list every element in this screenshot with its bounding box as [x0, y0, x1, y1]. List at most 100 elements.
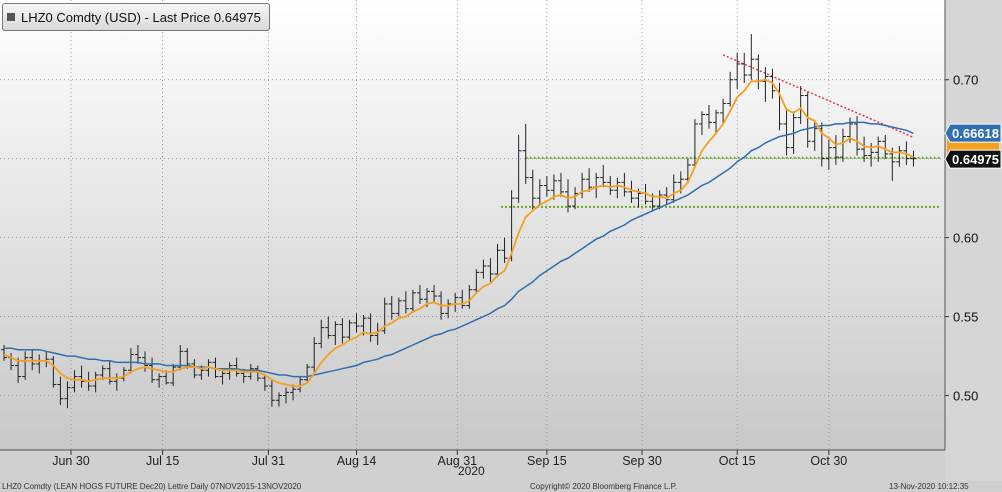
ohlc-bar	[318, 319, 325, 349]
ohlc-bar	[353, 313, 360, 333]
ohlc-bar	[663, 187, 670, 205]
ohlc-bar	[71, 370, 78, 393]
ohlc-bars	[1, 33, 917, 409]
footer-copyright: Copyright© 2020 Bloomberg Finance L.P.	[530, 482, 678, 491]
y-tick-label: 0.70	[953, 73, 978, 88]
ohlc-bar	[191, 359, 198, 379]
ohlc-bar	[501, 237, 508, 263]
ohlc-bar	[515, 135, 522, 203]
ohlc-bar	[614, 177, 621, 199]
ohlc-bar	[395, 297, 402, 317]
ohlc-bar	[741, 52, 748, 83]
ohlc-bar	[22, 351, 29, 380]
ohlc-bar	[346, 319, 353, 341]
ohlc-bar	[106, 360, 113, 385]
grid-lines	[0, 0, 949, 455]
ohlc-bar	[409, 289, 416, 312]
x-tick-label: Jul 15	[146, 454, 179, 468]
ohlc-bar	[388, 296, 395, 320]
price-tag-box	[944, 149, 1002, 169]
ohlc-bar	[607, 176, 614, 195]
x-tick-label: Oct 30	[810, 454, 847, 468]
ohlc-bar	[565, 179, 571, 213]
ohlc-bar	[550, 174, 557, 200]
ohlc-bar	[691, 119, 698, 169]
price-tag-box	[944, 123, 1002, 143]
ohlc-bar	[882, 135, 889, 159]
plot-area	[0, 0, 945, 450]
ohlc-bar	[268, 379, 275, 407]
ohlc-bar	[586, 168, 593, 192]
ohlc-bar	[600, 165, 607, 188]
ohlc-bar	[233, 357, 240, 377]
ohlc-bar	[219, 370, 226, 385]
ohlc-bar	[381, 297, 388, 334]
ohlc-bar	[832, 135, 839, 165]
ohlc-bar	[797, 86, 804, 124]
ohlc-bar	[783, 108, 790, 156]
y-tick-label: 0.50	[953, 389, 978, 404]
ohlc-bar	[15, 357, 22, 383]
x-axis-labels: Jun 30 Jul 15 Jul 31 Aug 14 Aug 31 Sep 15 Sep …	[52, 454, 847, 468]
ohlc-bar	[156, 373, 163, 388]
moving-averages	[3, 78, 914, 387]
resistance-trend-line	[722, 54, 914, 139]
ohlc-bar	[621, 172, 628, 197]
ohlc-bar	[628, 180, 635, 203]
ohlc-bar	[254, 365, 261, 382]
legend[interactable]: LHZ0 Comdty (USD) - Last Price 0.64975	[2, 3, 270, 31]
ohlc-bar	[149, 357, 156, 383]
x-tick-label: Aug 14	[337, 454, 377, 468]
ohlc-bar	[804, 92, 811, 148]
ohlc-bar	[861, 136, 868, 162]
long-moving-average-line	[4, 121, 914, 378]
x-tick-label: Jun 30	[52, 454, 90, 468]
ohlc-bar	[825, 139, 832, 170]
ohlc-bar	[275, 392, 282, 407]
ohlc-bar	[64, 381, 71, 409]
ohlc-bar	[473, 269, 480, 293]
x-axis-panel	[0, 450, 945, 481]
ohlc-bar	[762, 67, 769, 102]
ohlc-bar	[339, 318, 346, 344]
ohlc-bar	[445, 299, 452, 319]
ohlc-bar	[557, 172, 564, 197]
ohlc-bar	[127, 348, 134, 374]
ohlc-bar	[748, 33, 755, 80]
ohlc-bar	[656, 190, 663, 210]
y-tick-label: 0.60	[953, 231, 978, 246]
x-tick-label: Oct 15	[719, 454, 756, 468]
price-tag-label: 0.66618	[952, 126, 999, 141]
support-resistance-lines	[501, 54, 941, 208]
ohlc-bar	[416, 285, 423, 304]
price-tag-label: 0.64975	[952, 152, 999, 167]
ohlc-bar	[57, 376, 64, 405]
ohlc-bar	[120, 367, 127, 382]
ohlc-bar	[706, 105, 712, 129]
x-axis-year-label: 2020	[458, 464, 485, 478]
ohlc-bar	[283, 387, 289, 404]
footer-security-info: LHZ0 Comdty (LEAN HOGS FUTURE Dec20) Let…	[2, 482, 302, 491]
ohlc-bar	[529, 169, 536, 210]
ohlc-bar	[304, 363, 311, 382]
footer: LHZ0 Comdty (LEAN HOGS FUTURE Dec20) Let…	[0, 481, 1002, 492]
ohlc-bar	[543, 176, 550, 197]
ohlc-bar	[684, 158, 691, 183]
x-tick-label: Sep 15	[527, 454, 567, 468]
price-tag-long_ma: 0.66618	[944, 123, 1002, 143]
price-tag-last_price: 0.64975	[944, 149, 1002, 169]
legend-label: LHZ0 Comdty (USD) - Last Price 0.64975	[21, 9, 261, 25]
ohlc-bar	[78, 365, 85, 388]
ohlc-bar	[261, 375, 268, 391]
x-tick-label: Jul 31	[252, 454, 285, 468]
ohlc-bar	[402, 291, 409, 314]
series-swatch-icon	[7, 13, 15, 21]
ohlc-bar	[536, 179, 543, 207]
ohlc-bar	[431, 285, 438, 303]
short-moving-average-line	[3, 78, 914, 387]
ohlc-bar	[367, 313, 374, 342]
ohlc-bar	[290, 384, 297, 401]
ohlc-bar	[332, 321, 339, 345]
ohlc-bar	[522, 123, 529, 184]
